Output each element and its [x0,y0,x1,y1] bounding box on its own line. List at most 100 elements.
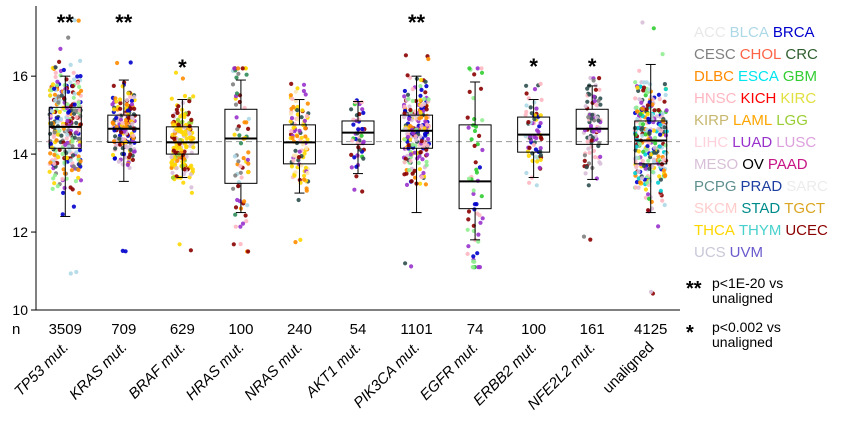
data-point [75,81,80,86]
data-point [234,115,239,120]
data-point [112,156,117,161]
data-point [534,154,539,159]
data-point [51,134,56,140]
data-point [295,108,300,113]
data-point [119,130,124,135]
data-point [597,76,602,81]
data-point [233,205,239,210]
data-point [292,173,297,178]
data-point [231,186,236,191]
data-point [663,173,668,178]
data-point [293,148,298,153]
legend-item: ESCA [738,68,779,85]
data-point [77,148,83,153]
data-point [466,217,471,222]
data-point [60,212,65,217]
data-point [466,209,472,214]
data-point [634,180,640,185]
data-point [531,142,536,147]
data-point [123,120,128,125]
data-point [124,102,129,107]
data-point [662,202,667,208]
data-point [646,192,651,197]
significance-text: p<1E-20 vs unaligned [712,275,784,306]
box [458,124,492,210]
data-point [471,188,476,193]
data-point [591,129,596,134]
data-point [656,126,661,131]
significance-symbol: * [686,322,694,344]
data-point [405,134,410,140]
legend-item: KICH [740,90,777,107]
data-point [353,99,358,105]
data-point [646,208,651,213]
data-point [411,131,416,136]
data-point [67,148,72,153]
data-point [298,237,303,242]
data-point [182,125,187,130]
data-point [534,106,539,111]
data-point [169,159,175,164]
data-point [242,199,247,204]
data-point [360,107,365,112]
data-point [290,135,295,140]
data-point [585,86,590,91]
data-point [524,109,529,114]
data-point [239,175,244,180]
data-point [59,93,64,98]
data-point [174,127,179,132]
data-point [643,93,648,98]
data-point [645,103,651,108]
data-point [175,110,180,115]
legend-item: LIHC [694,134,729,151]
data-point [187,131,192,136]
data-point [122,112,127,117]
data-point [246,170,251,175]
data-point [662,157,667,162]
data-point [244,219,249,224]
data-point [189,190,194,195]
legend-item: THCA [694,222,735,239]
data-point [581,234,587,239]
data-point [590,112,595,117]
data-point [423,79,428,84]
legend-row: HNSC KICH KIRC [694,88,850,110]
data-point [183,129,188,134]
data-point [640,158,645,164]
data-point [66,110,71,115]
data-point [633,80,638,85]
data-point [479,194,484,199]
data-point [641,163,647,168]
data-point [61,190,66,195]
data-point [424,159,429,164]
data-point [175,117,181,122]
data-point [305,101,310,106]
data-point [76,167,81,172]
data-point [636,88,641,93]
data-point [472,259,477,264]
x-tick-label: AKT1 mut. [302,339,365,402]
data-point [419,175,424,180]
data-point [190,167,195,172]
data-point [408,107,413,113]
data-point [661,119,666,124]
data-point [480,216,485,221]
box [224,108,258,184]
data-point [466,244,471,249]
data-point [114,99,119,104]
data-point [352,187,357,192]
data-point [188,248,193,253]
legend-item: CHOL [739,46,782,63]
data-point [539,97,544,102]
data-point [235,127,240,132]
data-point [246,126,251,131]
data-point [643,152,648,157]
data-point [53,74,58,80]
legend-row: SKCM STAD TGCT [694,198,850,220]
significance-notes: ** p<1E-20 vs unaligned * p<0.002 vs una… [686,276,850,364]
data-point [63,142,68,147]
data-point [360,126,365,132]
legend-item: LUAD [732,134,773,151]
data-point [591,94,596,99]
data-point [596,98,601,103]
